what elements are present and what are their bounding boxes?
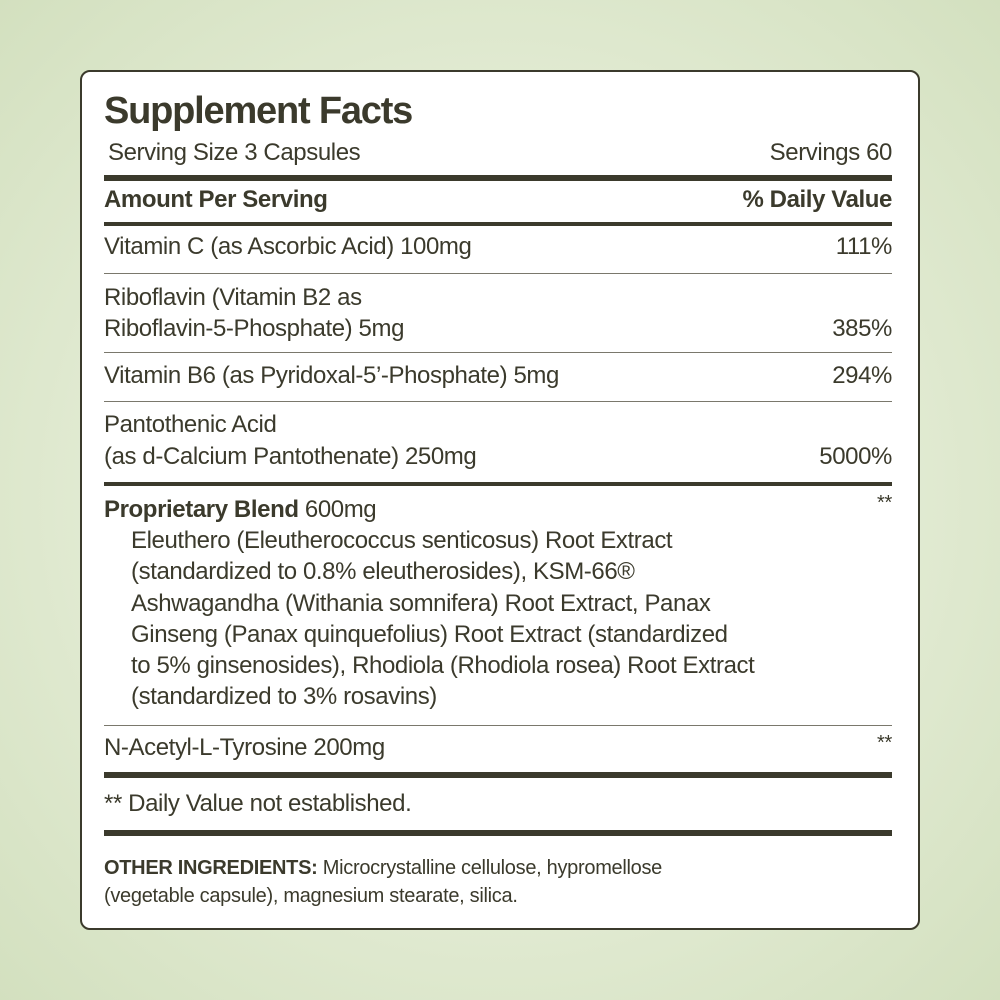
nutrient-vitamin-b6-dv: 294%: [832, 362, 892, 389]
footnote: ** Daily Value not established.: [104, 790, 412, 817]
nutrient-riboflavin-line2: Riboflavin-5-Phosphate) 5mg: [104, 315, 405, 342]
daily-value-header: % Daily Value: [742, 186, 892, 213]
divider-thick: [104, 175, 892, 181]
nutrient-vitamin-c-dv: 111%: [835, 233, 893, 260]
blend-ingredient-line: Eleuthero (Eleutherococcus senticosus) R…: [131, 527, 673, 554]
other-ingredients: OTHER INGREDIENTS: Microcrystalline cell…: [104, 853, 662, 883]
blend-name: Proprietary Blend: [104, 496, 299, 523]
other-ingredients-line2: (vegetable capsule), magnesium stearate,…: [104, 885, 518, 907]
nutrient-riboflavin-dv: 385%: [832, 315, 892, 342]
divider-thin: [104, 352, 892, 353]
nutrient-pantothenic-acid-dv: 5000%: [819, 443, 892, 470]
divider-medium: [104, 222, 892, 226]
serving-size: Serving Size 3 Capsules: [108, 139, 361, 166]
divider-thick: [104, 772, 892, 778]
proprietary-blend: Proprietary Blend 600mg: [104, 495, 377, 525]
divider-thin: [104, 273, 892, 274]
panel-title: Supplement Facts: [104, 90, 413, 132]
divider-thin: [104, 401, 892, 402]
nutrient-vitamin-b6: Vitamin B6 (as Pyridoxal-5’-Phosphate) 5…: [104, 362, 559, 389]
divider-thin: [104, 725, 892, 726]
divider-medium: [104, 482, 892, 486]
blend-ingredient-line: (standardized to 3% rosavins): [131, 683, 437, 710]
other-ingredients-text: Microcrystalline cellulose, hypromellose: [322, 857, 663, 879]
nutrient-vitamin-c: Vitamin C (as Ascorbic Acid) 100mg: [104, 233, 472, 260]
blend-ingredient-line: to 5% ginsenosides), Rhodiola (Rhodiola …: [131, 652, 755, 679]
blend-ingredient-line: (standardized to 0.8% eleutherosides), K…: [131, 558, 635, 585]
blend-dv: **: [877, 492, 892, 514]
servings-per-container: Servings 60: [769, 139, 893, 166]
blend-ingredient-line: Ashwagandha (Withania somnifera) Root Ex…: [131, 590, 711, 617]
supplement-facts-panel: [80, 70, 920, 930]
nutrient-riboflavin: Riboflavin (Vitamin B2 as: [104, 284, 362, 311]
amount-per-serving-header: Amount Per Serving: [104, 186, 328, 213]
blend-amount: 600mg: [304, 496, 377, 523]
blend-ingredient-line: Ginseng (Panax quinquefolius) Root Extra…: [131, 621, 728, 648]
other-ingredients-label: OTHER INGREDIENTS:: [104, 857, 318, 879]
nutrient-pantothenic-acid-line2: (as d-Calcium Pantothenate) 250mg: [104, 443, 477, 470]
nutrient-pantothenic-acid: Pantothenic Acid: [104, 411, 277, 438]
nutrient-tyrosine-dv: **: [877, 732, 892, 754]
nutrient-tyrosine: N-Acetyl-L-Tyrosine 200mg: [104, 734, 385, 761]
divider-thick: [104, 830, 892, 836]
